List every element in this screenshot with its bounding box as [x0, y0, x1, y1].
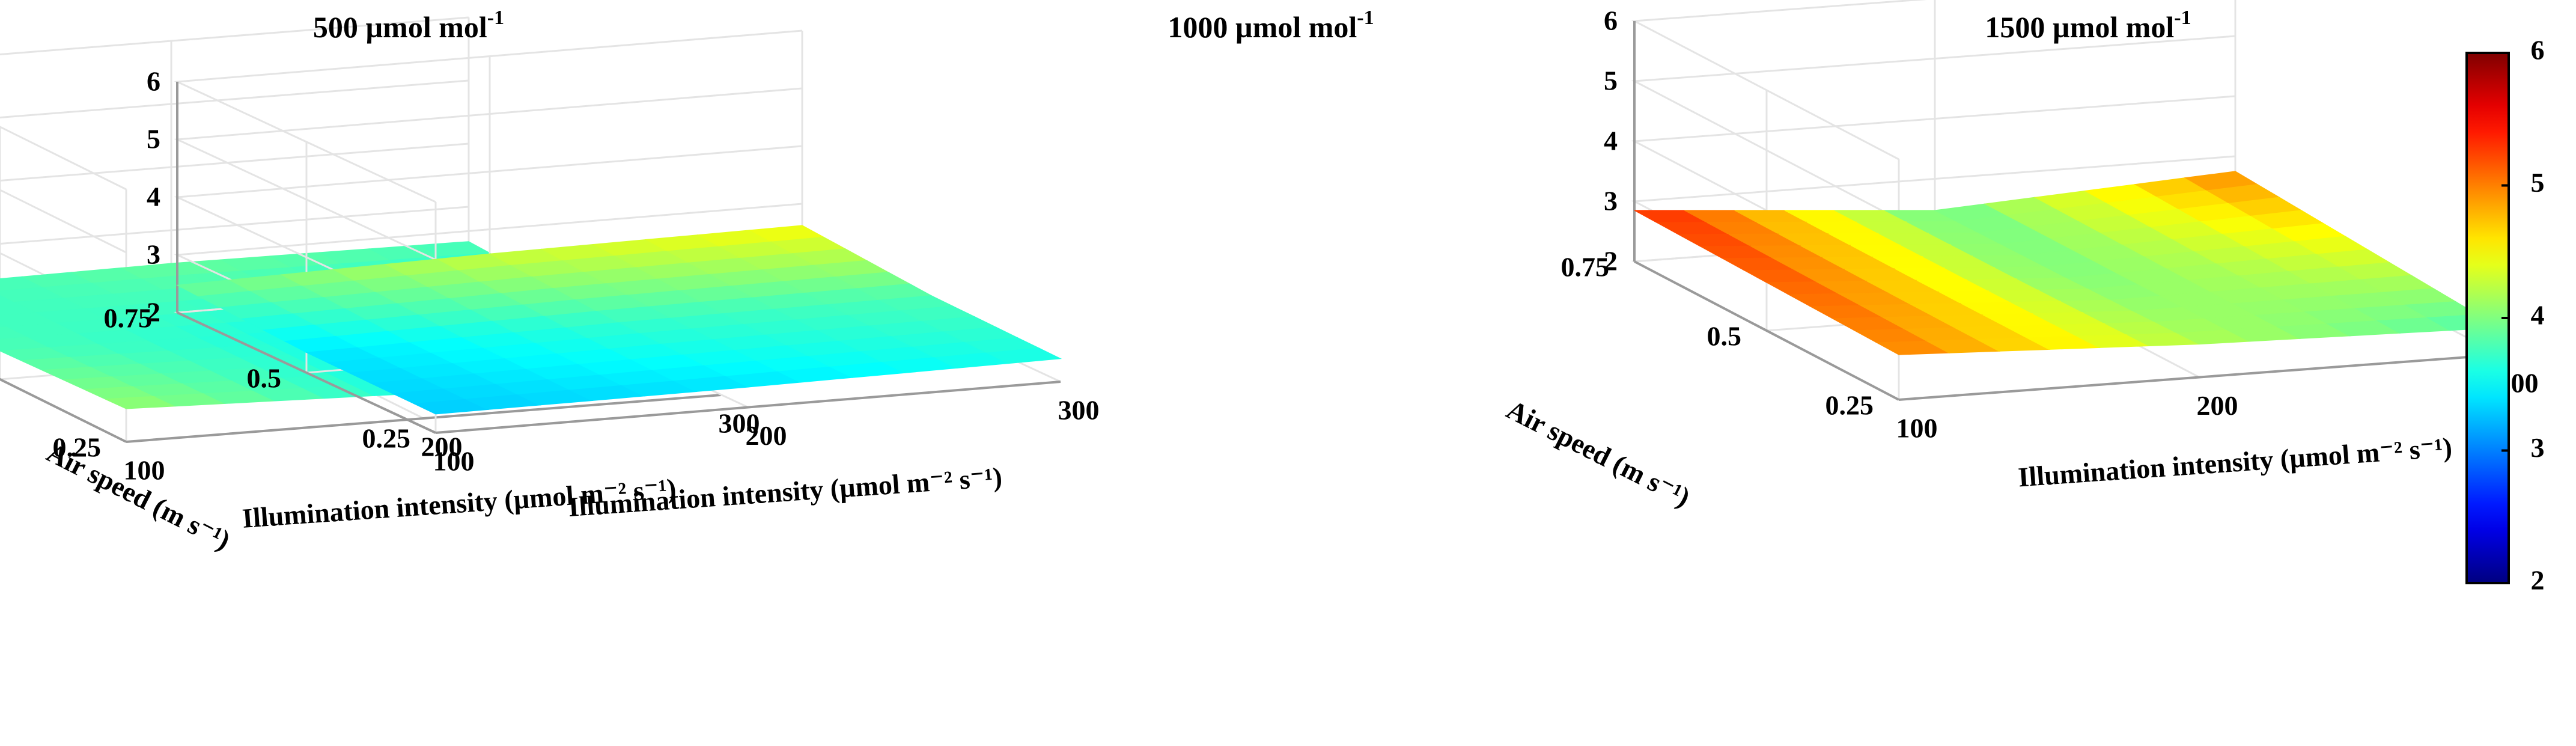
- z-ticks: 2 3 4 5 6: [1604, 5, 1618, 277]
- y-tick-label: 0.25: [1825, 390, 1874, 421]
- y-tick-label: 0.75: [1561, 252, 1610, 283]
- chart-title: 1500 µmol mol-1: [1985, 7, 2191, 44]
- z-tick-label: 3: [1604, 186, 1618, 216]
- x-tick-label: 200: [746, 420, 787, 451]
- x-tick-label: 200: [2197, 390, 2238, 421]
- surface: [175, 225, 1062, 415]
- z-tick-label: 5: [1604, 66, 1618, 96]
- y-axis-line: [177, 311, 436, 434]
- y-axis-line: [1634, 260, 1899, 401]
- x-axis-line: [1898, 353, 2500, 401]
- z-ticks: 2 3 4 5 6: [147, 66, 160, 328]
- z-tick-label: 2: [147, 297, 160, 328]
- chart-title: 500 µmol mol-1: [313, 7, 504, 44]
- x-tick-label: 300: [1058, 395, 1100, 426]
- x-tick-label: 100: [433, 446, 475, 477]
- colorbar-tick-label: 4: [2531, 300, 2545, 331]
- x-axis-label: Illumination intensity (µmol m⁻² s⁻¹): [2017, 432, 2453, 492]
- x-tick-label: 100: [124, 455, 165, 486]
- z-tick-label: 6: [147, 66, 160, 97]
- colorbar-tick-label: 6: [2531, 35, 2545, 66]
- z-tick-label: 2: [1604, 246, 1618, 277]
- x-tick-label: 300: [719, 408, 760, 439]
- colorbar-tick-label: 3: [2531, 432, 2545, 463]
- z-tick-label: 4: [147, 182, 160, 212]
- axes: [176, 82, 1061, 434]
- surface-patch: [985, 347, 1062, 364]
- y-ticks: 0.25 0.5 0.75: [104, 303, 411, 454]
- surface: [1634, 171, 2501, 355]
- z-tick-label: 6: [1604, 5, 1618, 36]
- y-axis-label: Air speed (m s⁻¹): [1502, 394, 1695, 512]
- colorbar-tick-label: 5: [2531, 167, 2545, 198]
- y-tick-label: 0.25: [53, 432, 102, 463]
- y-ticks: 0.25 0.5 0.75: [1561, 252, 1874, 421]
- chart-title-superscript: -1: [2174, 7, 2191, 29]
- chart-title-main: 1500 µmol mol: [1985, 10, 2174, 44]
- y-tick-label: 0.5: [247, 363, 282, 394]
- x-axis-line: [126, 394, 722, 443]
- x-axis-label: Illumination intensity (µmol m⁻² s⁻¹): [567, 462, 1003, 522]
- colorbar-tick-label: 2: [2531, 565, 2545, 596]
- chart-title-superscript: -1: [487, 7, 504, 29]
- chart-title: 1000 µmol mol-1: [1168, 7, 1374, 44]
- y-tick-label: 0.5: [1707, 321, 1742, 352]
- y-axis-line: [0, 378, 127, 443]
- z-tick-label: 5: [147, 124, 160, 154]
- z-tick-label: 4: [1604, 126, 1618, 156]
- chart-title-main: 500 µmol mol: [313, 10, 487, 44]
- chart-title-main: 1000 µmol mol: [1168, 10, 1357, 44]
- x-tick-label: 100: [1896, 413, 1938, 444]
- y-tick-label: 0.75: [104, 303, 153, 334]
- y-ticks: 0.250.50.75: [53, 432, 102, 463]
- axes: [0, 378, 722, 443]
- axes: [1633, 21, 2500, 401]
- chart-title-superscript: -1: [1357, 7, 1374, 29]
- y-tick-label: 0.25: [362, 423, 411, 454]
- x-tick-label: 200: [421, 432, 463, 462]
- z-tick-label: 3: [147, 239, 160, 270]
- x-axis-line: [435, 381, 1061, 434]
- colorbar: 2 3 4 5 6: [2465, 35, 2545, 596]
